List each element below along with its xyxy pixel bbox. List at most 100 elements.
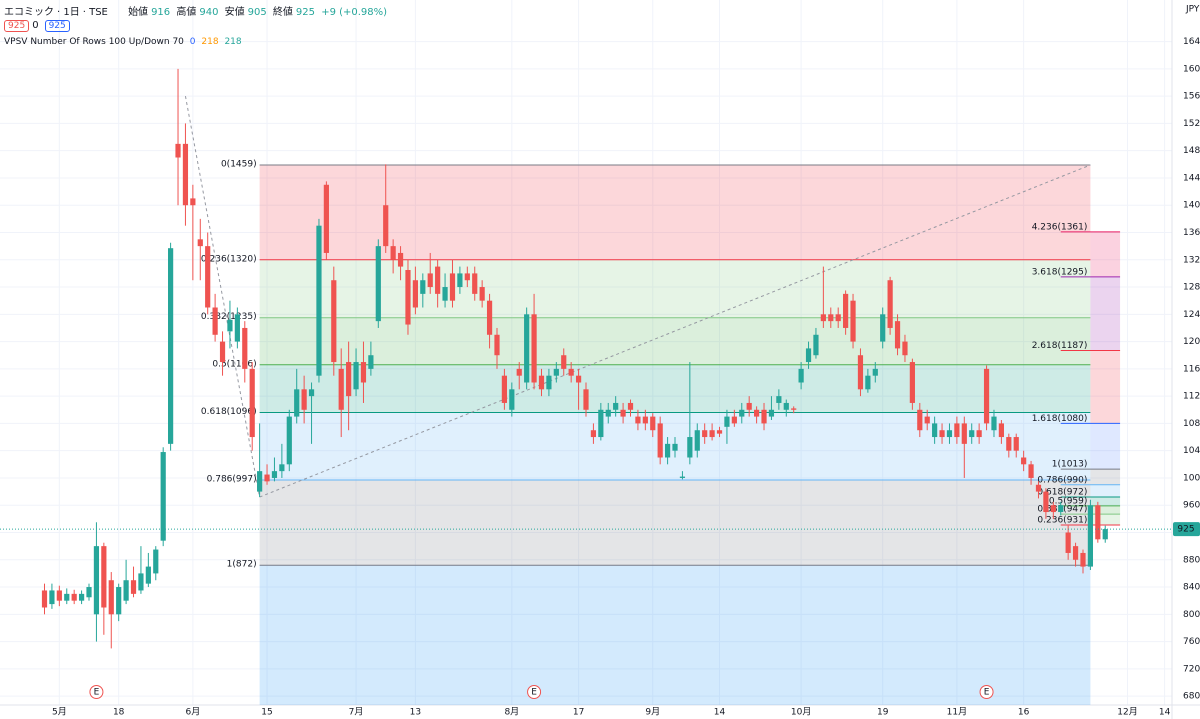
candle-body	[939, 430, 945, 438]
fib-label: 0.786(997)	[207, 475, 257, 485]
candle-body	[257, 471, 263, 492]
candle-body	[820, 314, 826, 322]
candle-body	[657, 423, 663, 458]
candle-body	[991, 416, 997, 431]
candle-body	[323, 184, 329, 253]
y-tick-label: 1520	[1183, 119, 1200, 129]
candle-body	[212, 307, 218, 335]
x-tick-label: 12月	[1117, 707, 1137, 718]
candle-body	[368, 355, 374, 369]
change: +9 (+0.98%)	[321, 7, 388, 18]
candle-body	[805, 348, 812, 363]
y-tick-label: 720	[1183, 664, 1200, 674]
candle-body	[116, 587, 122, 615]
candle-body	[279, 464, 285, 472]
candle-body	[1087, 505, 1094, 567]
y-tick-label: 1600	[1183, 64, 1200, 74]
fib-band	[1090, 276, 1121, 351]
high: 940	[199, 7, 219, 18]
spread: 0	[32, 20, 39, 31]
fib-band	[1090, 469, 1121, 485]
candle-body	[405, 270, 411, 325]
candle-body	[1043, 491, 1049, 513]
candle-body	[219, 341, 226, 363]
candle-body	[850, 300, 856, 342]
sell-box[interactable]: 925	[4, 20, 30, 32]
fib-band	[259, 259, 1091, 318]
candle-body	[316, 225, 322, 376]
y-tick-label: 1560	[1183, 92, 1200, 102]
candle-body	[153, 549, 159, 574]
candle-body	[1072, 546, 1079, 560]
candle-body	[880, 314, 886, 342]
candle-body	[486, 300, 493, 335]
candle-body	[93, 546, 100, 615]
candle-body	[768, 409, 775, 417]
high-label: 高値	[176, 7, 197, 18]
candle-body	[813, 334, 819, 356]
candle-body	[301, 389, 307, 410]
earnings-marker	[527, 685, 542, 699]
candle-body	[917, 409, 923, 431]
y-tick-label: 1000	[1183, 473, 1200, 483]
candle-body	[961, 423, 967, 444]
candle-body	[583, 389, 589, 410]
indicator-value: 0	[189, 37, 196, 47]
candle-body	[1006, 437, 1012, 451]
candle-body	[828, 314, 834, 322]
fib-label: 1(1013)	[1052, 460, 1088, 470]
candle-body	[627, 402, 634, 410]
earnings-label[interactable]: E	[94, 688, 100, 698]
fib-label: 0.618(972)	[1037, 488, 1087, 498]
candle-body	[531, 314, 537, 383]
x-tick-label: 8月	[504, 707, 519, 718]
trend-line	[184, 96, 261, 498]
earnings-label[interactable]: E	[531, 688, 537, 698]
candle-body	[843, 293, 849, 328]
candle-body	[798, 368, 804, 383]
candle-body	[435, 266, 441, 294]
candle-body	[479, 287, 485, 301]
candle-body	[390, 246, 396, 260]
symbol[interactable]: エコミック	[4, 7, 54, 18]
fib-band	[1090, 350, 1121, 424]
candle-body	[709, 430, 715, 438]
x-tick-label: 6月	[185, 707, 200, 718]
candle-body	[687, 437, 693, 458]
y-tick-label: 1280	[1183, 283, 1200, 293]
candle-body	[932, 423, 938, 438]
candle-body	[1102, 529, 1108, 540]
candle-body	[64, 593, 70, 601]
indicator-row: VPSV Number Of Rows 100 Up/Down 70 0 218…	[4, 37, 245, 47]
candle-body	[190, 198, 196, 206]
candle-body	[271, 471, 278, 478]
candle-body	[397, 252, 404, 267]
fib-band	[259, 480, 1091, 566]
candle-body	[568, 368, 574, 376]
y-tick-label: 1160	[1183, 364, 1200, 374]
boxes: 925 0 925	[4, 20, 73, 32]
y-tick-label: 760	[1183, 637, 1200, 647]
open-label: 始値	[128, 7, 149, 18]
candle-body	[1065, 532, 1071, 553]
candle-body	[724, 416, 730, 427]
fib-band	[1090, 231, 1121, 277]
candle-body	[49, 590, 55, 605]
candle-body	[234, 314, 240, 342]
candle-body	[605, 409, 611, 417]
indicator-name[interactable]: VPSV Number Of Rows 100 Up/Down 70	[4, 37, 184, 47]
candle-body	[308, 389, 315, 397]
fib-band	[1090, 505, 1121, 515]
candle-body	[776, 396, 782, 403]
candle-body	[227, 319, 233, 332]
candle-body	[969, 430, 975, 438]
earnings-label[interactable]: E	[984, 688, 990, 698]
candle-body	[761, 409, 767, 424]
exchange: TSE	[89, 7, 108, 18]
y-tick-label: 1360	[1183, 228, 1200, 238]
interval[interactable]: 1日	[63, 7, 80, 18]
buy-box[interactable]: 925	[44, 20, 70, 32]
y-tick-label: 1040	[1183, 446, 1200, 456]
low-label: 安値	[224, 7, 245, 18]
